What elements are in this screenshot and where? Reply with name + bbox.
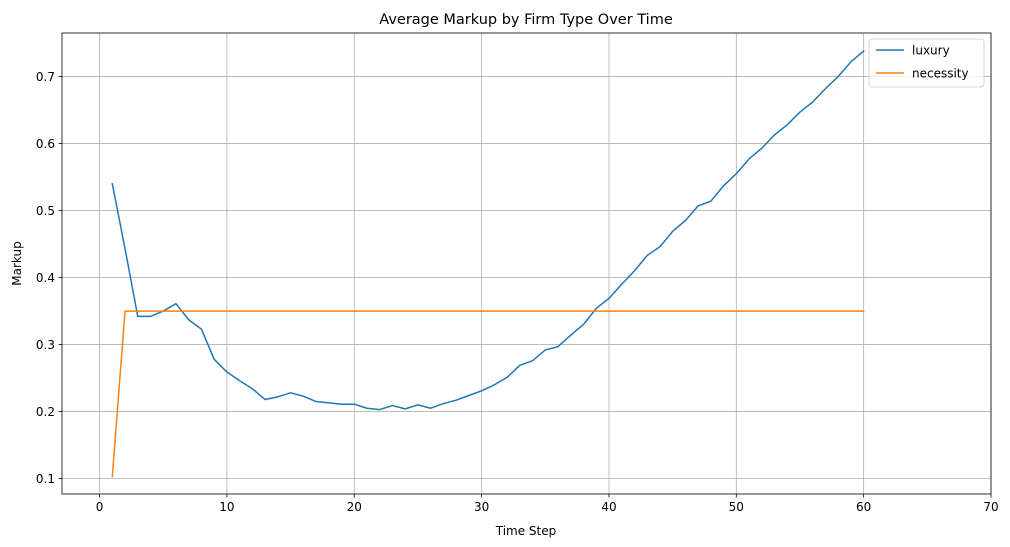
x-axis-title: Time Step: [495, 524, 557, 538]
y-tick-label: 0.4: [36, 271, 55, 285]
x-axis-ticks: 0 10 20 30 40 50 60 70: [96, 494, 999, 514]
series-lines: [111, 50, 865, 478]
y-tick-label: 0.3: [36, 338, 55, 352]
x-tick-label: 10: [219, 500, 234, 514]
y-tick-label: 0.5: [36, 204, 55, 218]
chart-title: Average Markup by Firm Type Over Time: [379, 12, 673, 28]
x-tick-label: 0: [96, 500, 104, 514]
y-tick-label: 0.2: [36, 405, 55, 419]
plot-frame: [61, 32, 992, 495]
legend-label-necessity: necessity: [912, 67, 969, 81]
legend-label-luxury: luxury: [912, 44, 950, 58]
x-tick-label: 70: [983, 500, 998, 514]
x-tick-label: 50: [729, 500, 744, 514]
series-line-luxury: [111, 50, 865, 411]
x-tick-label: 30: [474, 500, 489, 514]
legend: luxury necessity: [868, 38, 985, 88]
y-tick-label: 0.1: [36, 472, 55, 486]
x-tick-label: 60: [856, 500, 871, 514]
y-tick-label: 0.6: [36, 137, 55, 151]
x-tick-label: 40: [601, 500, 616, 514]
y-tick-label: 0.7: [36, 70, 55, 84]
y-axis-ticks: 0.1 0.2 0.3 0.4 0.5 0.6 0.7: [36, 70, 62, 486]
y-axis-title: Markup: [10, 241, 24, 285]
legend-box: [868, 38, 985, 88]
x-tick-label: 20: [347, 500, 362, 514]
grid-lines: [62, 33, 992, 494]
series-line-necessity: [111, 310, 865, 478]
